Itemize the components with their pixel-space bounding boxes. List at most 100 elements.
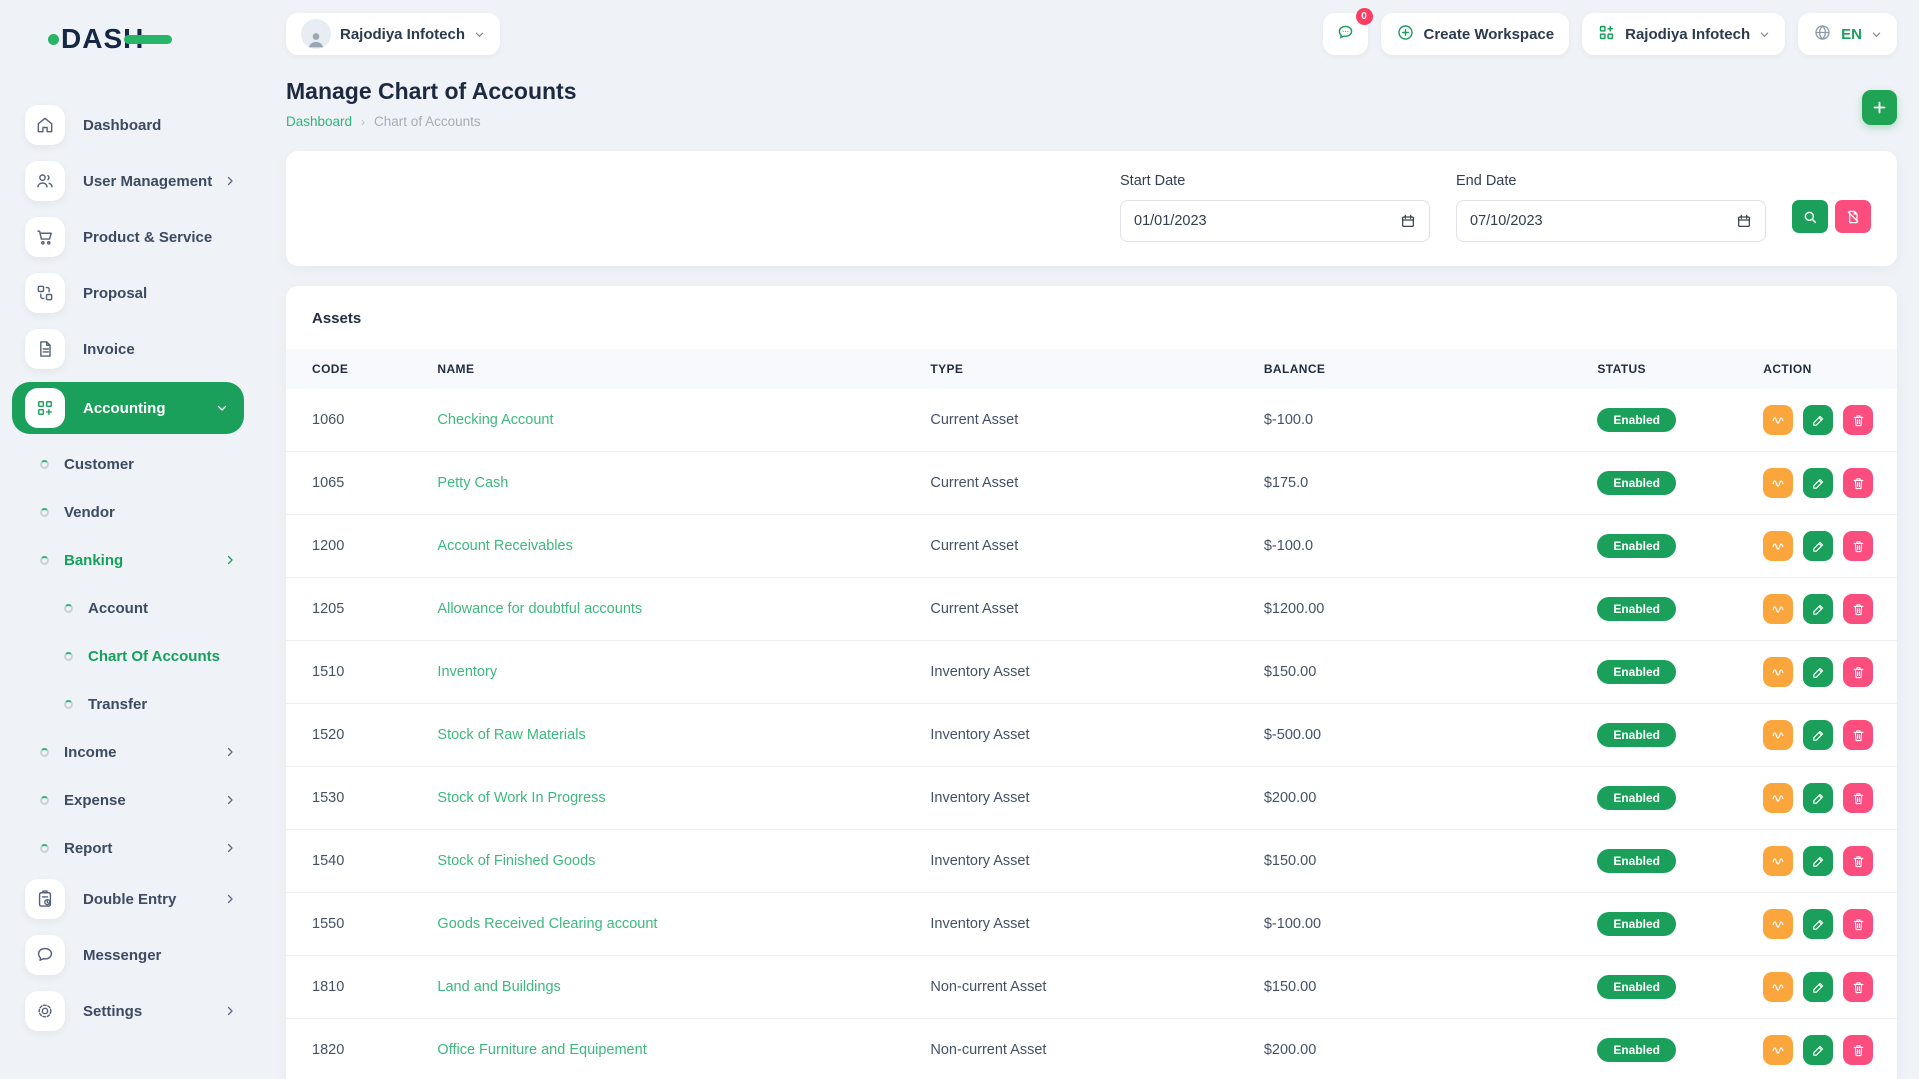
- sidebar-item-chart-of-accounts[interactable]: Chart Of Accounts: [0, 636, 258, 676]
- edit-button[interactable]: [1803, 405, 1834, 435]
- delete-button[interactable]: [1843, 594, 1874, 624]
- delete-button[interactable]: [1843, 783, 1874, 813]
- messages-button[interactable]: 0: [1322, 8, 1373, 55]
- chevron-right-icon: [224, 794, 236, 806]
- sidebar-item-vendor[interactable]: Vendor: [0, 492, 258, 532]
- delete-button[interactable]: [1843, 972, 1874, 1002]
- sidebar-item-customer[interactable]: Customer: [0, 444, 258, 484]
- sidebar-item-product-service[interactable]: Product & Service: [0, 214, 258, 260]
- table-row: 1550 Goods Received Clearing account Inven…: [286, 892, 1897, 956]
- start-date-input[interactable]: 01/01/2023: [1120, 200, 1430, 242]
- sidebar-item-income[interactable]: Income: [0, 732, 258, 772]
- account-name-link[interactable]: Inventory: [437, 664, 498, 680]
- search-button[interactable]: [1792, 200, 1828, 233]
- delete-icon: [1851, 476, 1866, 491]
- breadcrumb-dashboard-link[interactable]: Dashboard: [286, 114, 353, 129]
- status-badge: Enabled: [1597, 534, 1677, 558]
- account-balance: $-100.00: [1263, 892, 1598, 956]
- delete-button[interactable]: [1843, 531, 1874, 561]
- edit-button[interactable]: [1803, 846, 1834, 876]
- chevron-right-icon: [224, 893, 236, 905]
- account-name-link[interactable]: Checking Account: [437, 412, 554, 428]
- account-name-link[interactable]: Allowance for doubtful accounts: [437, 601, 643, 617]
- add-account-button[interactable]: [1862, 90, 1897, 125]
- reset-button[interactable]: [1835, 200, 1871, 233]
- account-name-link[interactable]: Petty Cash: [437, 475, 509, 491]
- edit-button[interactable]: [1803, 909, 1834, 939]
- delete-button[interactable]: [1843, 720, 1874, 750]
- globe-icon: [1813, 23, 1832, 46]
- account-name-link[interactable]: Office Furniture and Equipement: [437, 1042, 647, 1058]
- activity-button[interactable]: [1763, 972, 1794, 1002]
- edit-button[interactable]: [1803, 531, 1834, 561]
- edit-button[interactable]: [1803, 657, 1834, 687]
- delete-button[interactable]: [1843, 1035, 1874, 1065]
- row-actions: [1763, 657, 1897, 687]
- row-actions: [1763, 405, 1897, 435]
- workspace-menu[interactable]: Rajodiya Infotech: [1582, 13, 1786, 55]
- end-date-input[interactable]: 07/10/2023: [1456, 200, 1766, 242]
- edit-button[interactable]: [1803, 972, 1834, 1002]
- account-name-link[interactable]: Goods Received Clearing account: [437, 916, 658, 932]
- activity-button[interactable]: [1763, 1035, 1794, 1065]
- calendar-icon[interactable]: [1736, 213, 1752, 229]
- activity-button[interactable]: [1763, 846, 1794, 876]
- edit-button[interactable]: [1803, 783, 1834, 813]
- language-menu[interactable]: EN: [1798, 13, 1897, 55]
- sidebar-item-report[interactable]: Report: [0, 828, 258, 868]
- sidebar-item-accounting[interactable]: Accounting: [12, 382, 244, 434]
- sidebar-item-double-entry[interactable]: Double Entry: [0, 876, 258, 922]
- edit-button[interactable]: [1803, 720, 1834, 750]
- sidebar-item-account[interactable]: Account: [0, 588, 258, 628]
- row-actions: [1763, 972, 1897, 1002]
- delete-button[interactable]: [1843, 405, 1874, 435]
- account-name-link[interactable]: Stock of Finished Goods: [437, 853, 596, 869]
- table-row: 1065 Petty Cash Current Asset $175.0 Enabled: [286, 451, 1897, 515]
- sidebar-item-settings[interactable]: Settings: [0, 988, 258, 1034]
- edit-button[interactable]: [1803, 1035, 1834, 1065]
- sidebar-item-messenger[interactable]: Messenger: [0, 932, 258, 978]
- account-type: Non-current Asset: [930, 1018, 1264, 1079]
- delete-button[interactable]: [1843, 846, 1874, 876]
- account-code: 1530: [286, 766, 438, 830]
- account-name-link[interactable]: Stock of Raw Materials: [437, 727, 586, 743]
- activity-button[interactable]: [1763, 594, 1794, 624]
- activity-button[interactable]: [1763, 405, 1794, 435]
- activity-button[interactable]: [1763, 531, 1794, 561]
- sidebar-item-invoice[interactable]: Invoice: [0, 326, 258, 372]
- delete-button[interactable]: [1843, 657, 1874, 687]
- chevron-down-icon: [1759, 29, 1770, 40]
- edit-icon: [1811, 539, 1826, 554]
- sidebar-item-banking[interactable]: Banking: [0, 540, 258, 580]
- account-balance: $200.00: [1263, 1018, 1598, 1079]
- edit-button[interactable]: [1803, 468, 1834, 498]
- account-name-link[interactable]: Stock of Work In Progress: [437, 790, 606, 806]
- activity-button[interactable]: [1763, 657, 1794, 687]
- edit-icon: [1811, 602, 1826, 617]
- delete-button[interactable]: [1843, 468, 1874, 498]
- delete-button[interactable]: [1843, 909, 1874, 939]
- activity-button[interactable]: [1763, 720, 1794, 750]
- activity-button[interactable]: [1763, 909, 1794, 939]
- account-type: Inventory Asset: [930, 766, 1264, 830]
- sidebar-item-user-management[interactable]: User Management: [0, 158, 258, 204]
- sidebar-item-proposal[interactable]: Proposal: [0, 270, 258, 316]
- edit-button[interactable]: [1803, 594, 1834, 624]
- create-workspace-button[interactable]: Create Workspace: [1380, 13, 1570, 55]
- avatar: [301, 19, 331, 49]
- account-name-link[interactable]: Account Receivables: [437, 538, 573, 554]
- edit-icon: [1811, 1043, 1826, 1058]
- chevron-right-icon: [224, 175, 236, 187]
- account-name-link[interactable]: Land and Buildings: [437, 979, 561, 995]
- activity-button[interactable]: [1763, 468, 1794, 498]
- account-balance: $150.00: [1263, 829, 1598, 893]
- workspace-switcher[interactable]: Rajodiya Infotech: [286, 13, 501, 55]
- activity-button[interactable]: [1763, 783, 1794, 813]
- page-head: Manage Chart of Accounts Dashboard › Cha…: [286, 78, 1897, 129]
- sidebar-item-expense[interactable]: Expense: [0, 780, 258, 820]
- calendar-icon[interactable]: [1400, 213, 1416, 229]
- brand-logo[interactable]: DASH: [48, 18, 258, 60]
- sidebar-item-dashboard[interactable]: Dashboard: [0, 102, 258, 148]
- account-type: Current Asset: [930, 451, 1264, 515]
- sidebar-item-transfer[interactable]: Transfer: [0, 684, 258, 724]
